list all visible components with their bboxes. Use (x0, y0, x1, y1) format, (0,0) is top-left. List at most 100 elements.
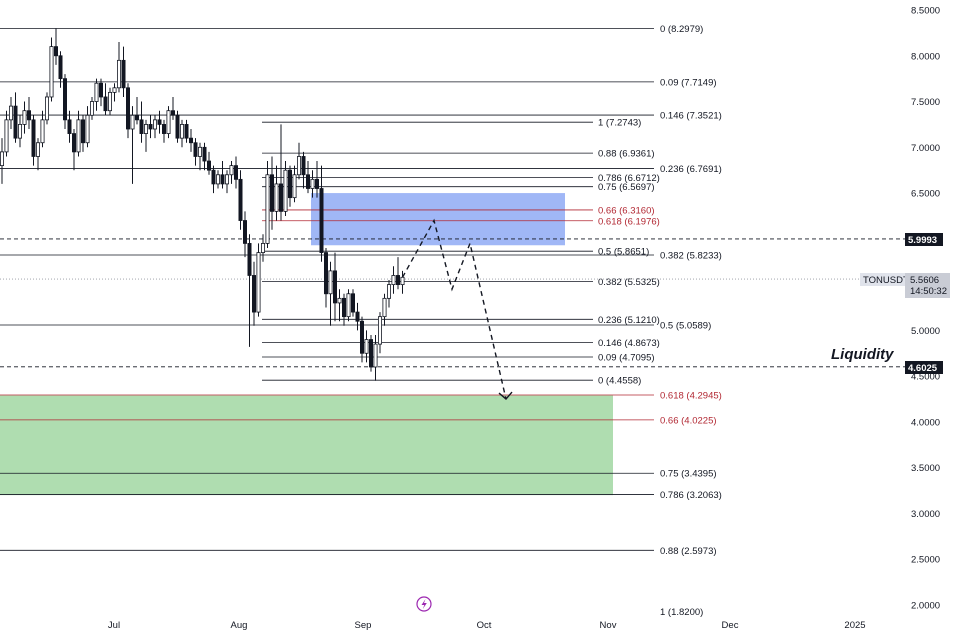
candles-layer (0, 28, 405, 381)
candle-body (373, 343, 378, 368)
fib-right-label: 0.5 (5.8651) (598, 247, 649, 258)
fib-left-label: 1 (1.8200) (660, 607, 703, 618)
candle-body (229, 165, 234, 176)
candle-body (260, 243, 265, 253)
time-tick: Nov (600, 620, 617, 631)
fib-right-label: 0.88 (6.9361) (598, 149, 655, 160)
candle-body (49, 46, 54, 98)
candle-body (359, 320, 364, 354)
last-price: 5.5606 (910, 275, 939, 286)
fib-left-label: 0.5 (5.0589) (660, 320, 711, 331)
candle-body (45, 96, 50, 121)
time-tick: 2025 (844, 620, 865, 631)
candle-body (103, 96, 108, 112)
candle-body (350, 293, 355, 313)
candle-body (90, 101, 95, 116)
price-tick: 3.0000 (911, 509, 940, 520)
candle-body (8, 105, 13, 121)
fib-right-label: 0.236 (5.1210) (598, 315, 660, 326)
candle-body (130, 114, 135, 130)
candle-body (197, 146, 202, 157)
candle-body (224, 174, 229, 185)
time-axis[interactable]: Jul Aug Sep Oct Nov Dec 2025 (108, 620, 866, 631)
candle-body (278, 183, 283, 212)
fib-left-label: 0.88 (2.5973) (660, 546, 717, 557)
candle-body (206, 160, 211, 171)
level-tag-liquidity: 4.6025 (905, 361, 943, 374)
candle-body (377, 316, 382, 345)
candle-body (184, 124, 189, 139)
level-tag-top: 5.9993 (905, 233, 943, 246)
candle-body (395, 275, 400, 286)
candle-body (310, 178, 315, 189)
fib-right-label: 1 (7.2743) (598, 118, 641, 129)
candle-body (346, 293, 351, 318)
candle-body (170, 110, 175, 116)
fib-right-label: 0.66 (6.3160) (598, 205, 655, 216)
price-tick: 5.0000 (911, 326, 940, 337)
candle-body (143, 124, 148, 134)
candle-body (193, 142, 198, 157)
candle-body (117, 59, 122, 89)
candle-body (121, 59, 126, 89)
candle-body (54, 46, 59, 57)
projection-arrowhead (498, 391, 513, 401)
candle-body (265, 174, 270, 244)
lightning-icon[interactable] (416, 596, 432, 612)
candle-body (166, 110, 171, 134)
candle-body (40, 119, 45, 144)
time-tick: Aug (231, 620, 248, 631)
time-tick: Oct (477, 620, 492, 631)
candle-body (301, 156, 306, 176)
candle-body (283, 169, 288, 212)
candle-body (202, 146, 207, 162)
candle-body (314, 178, 319, 189)
candle-body (256, 252, 261, 313)
candle-body (296, 156, 301, 176)
horizontal-levels (0, 238, 905, 368)
price-tick: 4.0000 (911, 417, 940, 428)
candle-body (391, 275, 396, 286)
price-tick: 2.0000 (911, 601, 940, 612)
fib-left-label: 0.09 (7.7149) (660, 77, 717, 88)
price-axis[interactable]: 8.50008.00007.50007.00006.50006.00005.50… (911, 6, 940, 612)
price-tick: 8.0000 (911, 51, 940, 62)
candle-body (31, 119, 36, 157)
candle-body (94, 82, 99, 102)
price-tick: 6.5000 (911, 189, 940, 200)
fib-levels: 0 (8.2979) 0.09 (7.7149) 0.146 (7.3521) 0.2… (0, 24, 722, 618)
candle-body (81, 119, 86, 144)
candle-body (251, 275, 256, 313)
candle-body (157, 119, 162, 125)
candle-body (386, 284, 391, 299)
candle-body (36, 142, 41, 157)
fib-left-label: 0.75 (3.4395) (660, 469, 717, 480)
candle-body (85, 114, 90, 144)
price-tick: 7.0000 (911, 143, 940, 154)
candle-body (274, 183, 279, 212)
candle-body (26, 110, 31, 121)
candle-body (337, 297, 342, 304)
candle-body (355, 311, 360, 322)
candle-body (238, 178, 243, 221)
fib-right-label: 0.618 (6.1976) (598, 216, 660, 227)
candle-body (17, 124, 22, 139)
candle-body (72, 133, 77, 153)
fib-left-label: 0.618 (4.2945) (660, 390, 722, 401)
time-tick: Sep (355, 620, 372, 631)
level-tag-liquidity-text: 4.6025 (908, 363, 938, 374)
candle-body (215, 174, 220, 185)
candle-body (247, 243, 252, 276)
price-tick: 2.5000 (911, 555, 940, 566)
demand-zone (0, 395, 613, 496)
bar-countdown: 14:50:32 (910, 286, 947, 297)
candle-body (188, 137, 193, 144)
price-tick: 4.5000 (911, 372, 940, 383)
candle-body (22, 110, 27, 125)
candle-body (4, 119, 9, 153)
candle-body (233, 165, 238, 180)
fib-right-label: 0 (4.4558) (598, 376, 641, 387)
projection-path (401, 218, 513, 401)
candle-body (287, 169, 292, 199)
